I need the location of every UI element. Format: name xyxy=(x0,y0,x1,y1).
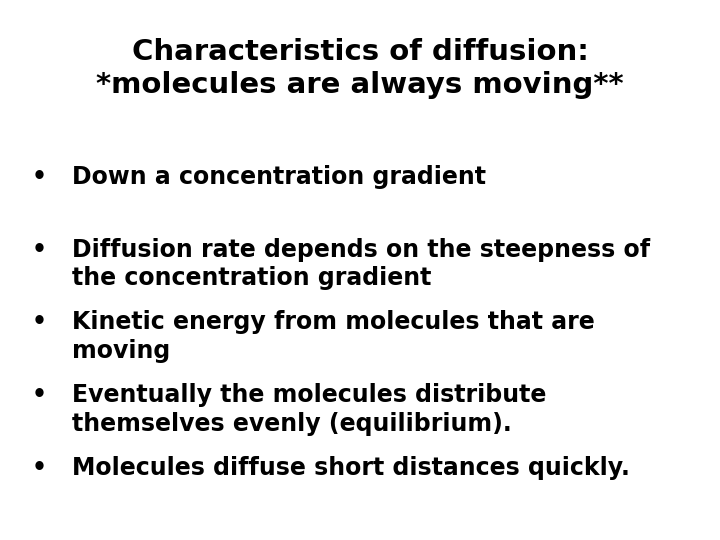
Text: •: • xyxy=(32,383,47,407)
Text: •: • xyxy=(32,238,47,261)
Text: •: • xyxy=(32,165,47,188)
Text: •: • xyxy=(32,456,47,480)
Text: Diffusion rate depends on the steepness of
the concentration gradient: Diffusion rate depends on the steepness … xyxy=(72,238,650,291)
Text: Down a concentration gradient: Down a concentration gradient xyxy=(72,165,486,188)
Text: Eventually the molecules distribute
themselves evenly (equilibrium).: Eventually the molecules distribute them… xyxy=(72,383,546,436)
Text: Molecules diffuse short distances quickly.: Molecules diffuse short distances quickl… xyxy=(72,456,630,480)
Text: Characteristics of diffusion:
*molecules are always moving**: Characteristics of diffusion: *molecules… xyxy=(96,38,624,99)
Text: •: • xyxy=(32,310,47,334)
Text: Kinetic energy from molecules that are
moving: Kinetic energy from molecules that are m… xyxy=(72,310,595,363)
